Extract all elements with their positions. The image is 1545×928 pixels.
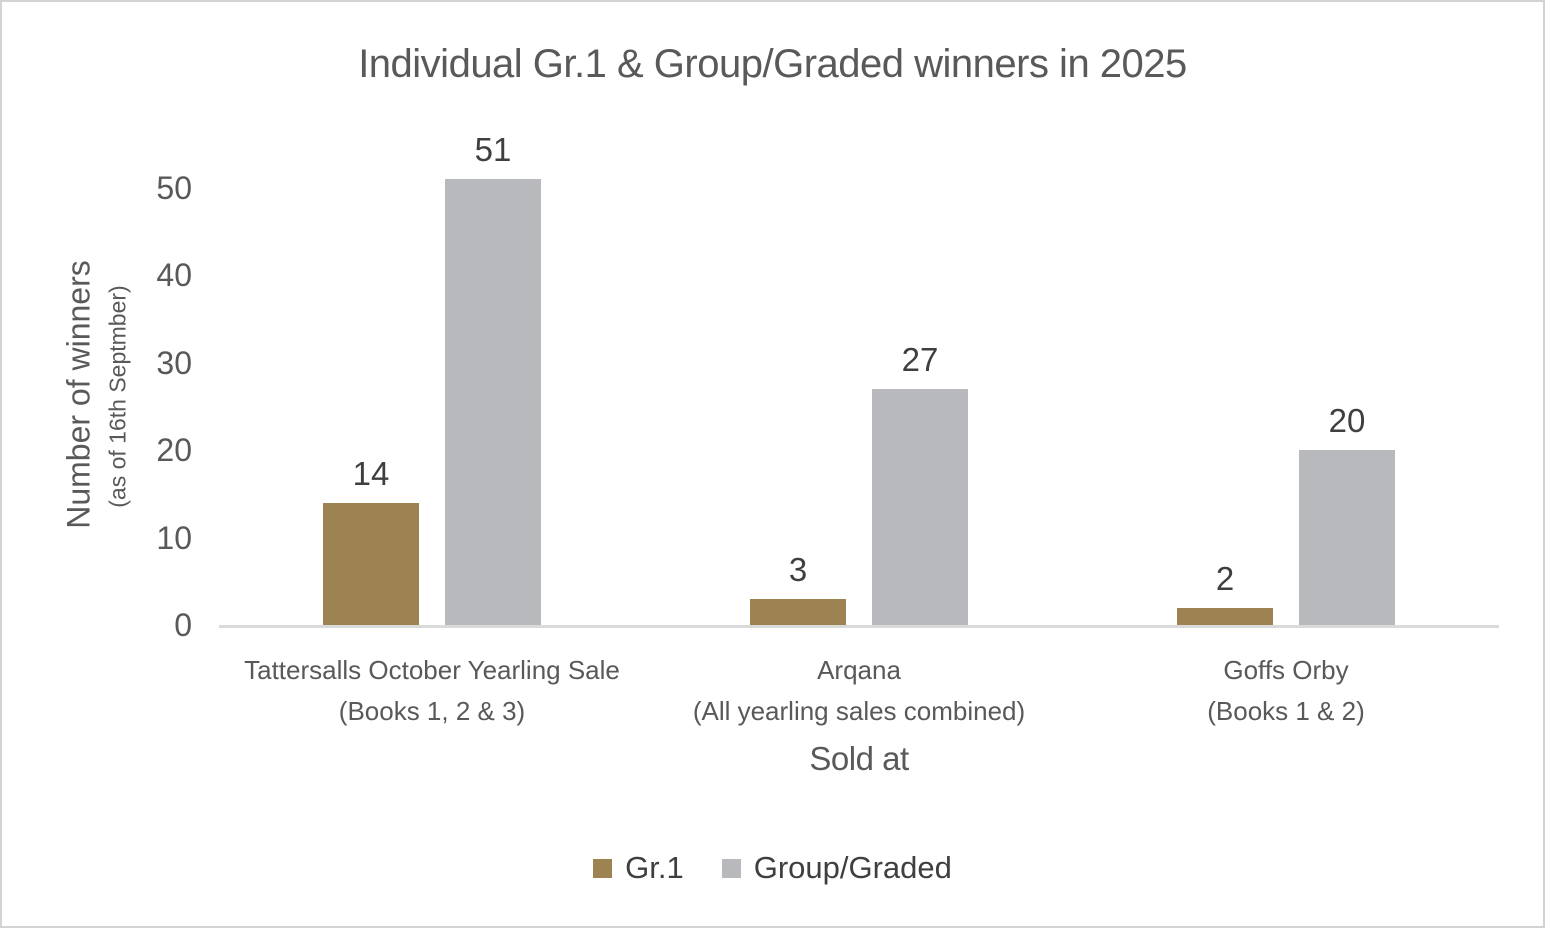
data-label: 27 bbox=[901, 341, 939, 378]
y-tick-label: 40 bbox=[156, 257, 192, 294]
y-tick-label: 20 bbox=[156, 432, 192, 469]
legend-item-gr-1: Gr.1 bbox=[593, 850, 684, 886]
legend-label: Gr.1 bbox=[625, 850, 684, 885]
x-axis-line bbox=[219, 625, 1499, 628]
category-label: Tattersalls October Yearling Sale (Books … bbox=[152, 650, 712, 732]
legend-swatch-icon bbox=[593, 858, 613, 878]
bar-gr-1-group-1 bbox=[323, 503, 419, 625]
bar-gr-1-group-2 bbox=[750, 599, 846, 625]
category-name: Arqana bbox=[817, 655, 901, 685]
category-label: Arqana (All yearling sales combined) bbox=[579, 650, 1139, 732]
bar-group-graded-group-2 bbox=[872, 389, 968, 625]
bar-group-graded-group-3 bbox=[1299, 450, 1395, 625]
data-label: 14 bbox=[352, 455, 390, 492]
x-axis-title: Sold at bbox=[809, 740, 909, 777]
category-subtext: (Books 1 & 2) bbox=[1207, 696, 1365, 726]
bar-group-graded-group-1 bbox=[445, 179, 541, 625]
category-name: Goffs Orby bbox=[1223, 655, 1349, 685]
legend-label: Group/Graded bbox=[753, 850, 952, 885]
category-label: Goffs Orby (Books 1 & 2) bbox=[1006, 650, 1543, 732]
category-name: Tattersalls October Yearling Sale bbox=[244, 655, 620, 685]
legend-item-group-graded: Group/Graded bbox=[721, 850, 952, 886]
y-tick-label: 10 bbox=[156, 519, 192, 556]
y-tick-label: 50 bbox=[156, 170, 192, 206]
y-tick-label: 30 bbox=[156, 344, 192, 381]
data-label: 51 bbox=[474, 131, 512, 168]
chart-title: Individual Gr.1 & Group/Graded winners i… bbox=[358, 42, 1187, 86]
data-label: 3 bbox=[788, 551, 808, 588]
data-label: 2 bbox=[1215, 560, 1235, 597]
category-subtext: (All yearling sales combined) bbox=[692, 696, 1026, 726]
category-subtext: (Books 1, 2 & 3) bbox=[338, 696, 526, 726]
legend-swatch-icon bbox=[721, 858, 741, 878]
y-tick-label: 0 bbox=[174, 607, 192, 643]
legend: Gr.1 Group/Graded bbox=[2, 850, 1543, 886]
bar-gr-1-group-3 bbox=[1177, 608, 1273, 625]
data-label: 20 bbox=[1328, 402, 1366, 439]
